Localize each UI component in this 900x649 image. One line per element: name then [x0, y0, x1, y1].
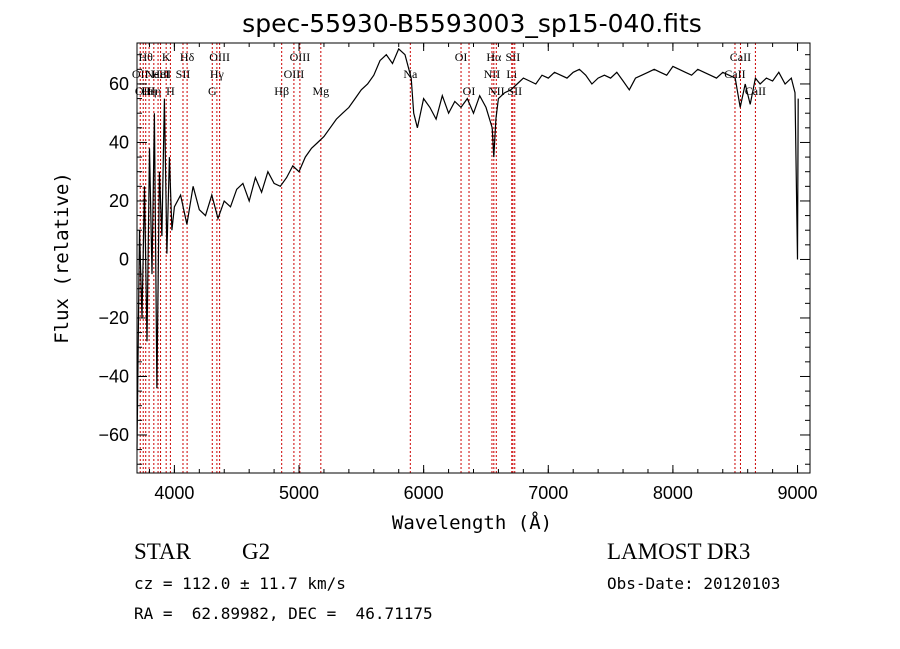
spectral-line-label: OIII — [290, 50, 311, 64]
y-tick-label: 60 — [109, 74, 129, 94]
x-tick-label: 5000 — [279, 483, 319, 503]
spectral-line-label: SII — [507, 84, 522, 98]
coordinates: RA = 62.89982, DEC = 46.71175 — [134, 604, 433, 623]
spectral-line-label: OII — [132, 67, 149, 81]
x-tick-label: 9000 — [778, 483, 818, 503]
y-tick-label: 40 — [109, 132, 129, 152]
x-tick-label: 6000 — [404, 483, 444, 503]
y-tick-label: −20 — [98, 308, 129, 328]
spectral-line-label: Hδ — [180, 50, 195, 64]
spectral-line-label: Hα — [486, 50, 502, 64]
spectral-line-label: Mg — [312, 84, 329, 98]
object-class: STAR — [134, 539, 191, 564]
spectral-line-label: Hβ — [274, 84, 289, 98]
spectrum-line — [136, 47, 799, 450]
x-axis-label: Wavelength (Å) — [392, 511, 552, 534]
y-tick-label: −60 — [98, 425, 129, 445]
spectral-line-label: CaII — [724, 67, 745, 81]
spectral-line-label: SII — [176, 67, 191, 81]
spectral-line-label: SII — [506, 50, 521, 64]
spectral-line-label: Hθ — [139, 50, 154, 64]
redshift-velocity: cz = 112.0 ± 11.7 km/s — [134, 574, 346, 593]
spectral-line-label: Hη — [146, 84, 161, 98]
spectral-line-label: Hγ — [210, 67, 225, 81]
spectral-line-label: Hη — [142, 84, 157, 98]
spectral-line-label: CaII — [730, 50, 751, 64]
spectral-line-label: Li — [506, 67, 517, 81]
spectral-line-label: H — [166, 84, 175, 98]
y-tick-label: −40 — [98, 366, 129, 386]
x-tick-label: 4000 — [154, 483, 194, 503]
spectral-line-label: OI — [455, 50, 468, 64]
spectral-line-label: OIII — [284, 67, 305, 81]
y-tick-label: 20 — [109, 191, 129, 211]
spectral-line-label: CaII — [745, 84, 766, 98]
spectral-line-label: K — [162, 50, 171, 64]
y-axis-label: Flux (relative) — [51, 172, 73, 344]
chart-title: spec-55930-B5593003_sp15-040.fits — [242, 9, 702, 38]
spectral-line-label: OIII — [209, 50, 230, 64]
spectral-line-label: OI — [463, 84, 476, 98]
survey-name: LAMOST DR3 — [607, 539, 751, 564]
x-tick-label: 8000 — [653, 483, 693, 503]
plot-frame — [136, 42, 811, 474]
spectral-line-label: NeIII — [145, 67, 171, 81]
spectral-line-label: OII — [135, 84, 152, 98]
spectral-line-label: NII — [484, 67, 501, 81]
x-tick-label: 7000 — [528, 483, 568, 503]
y-tick-label: 0 — [119, 249, 129, 269]
spectral-line-label: HeI — [152, 67, 170, 81]
subclass: G2 — [242, 539, 271, 564]
observation-date: Obs-Date: 20120103 — [607, 574, 781, 593]
spectral-line-label: NII — [488, 84, 505, 98]
spectral-line-label: G — [208, 84, 217, 98]
plot-area: OIIOIIHθHηHηNeIIIHeIKHSIIHδGHγOIIIHβOIII… — [98, 43, 818, 503]
